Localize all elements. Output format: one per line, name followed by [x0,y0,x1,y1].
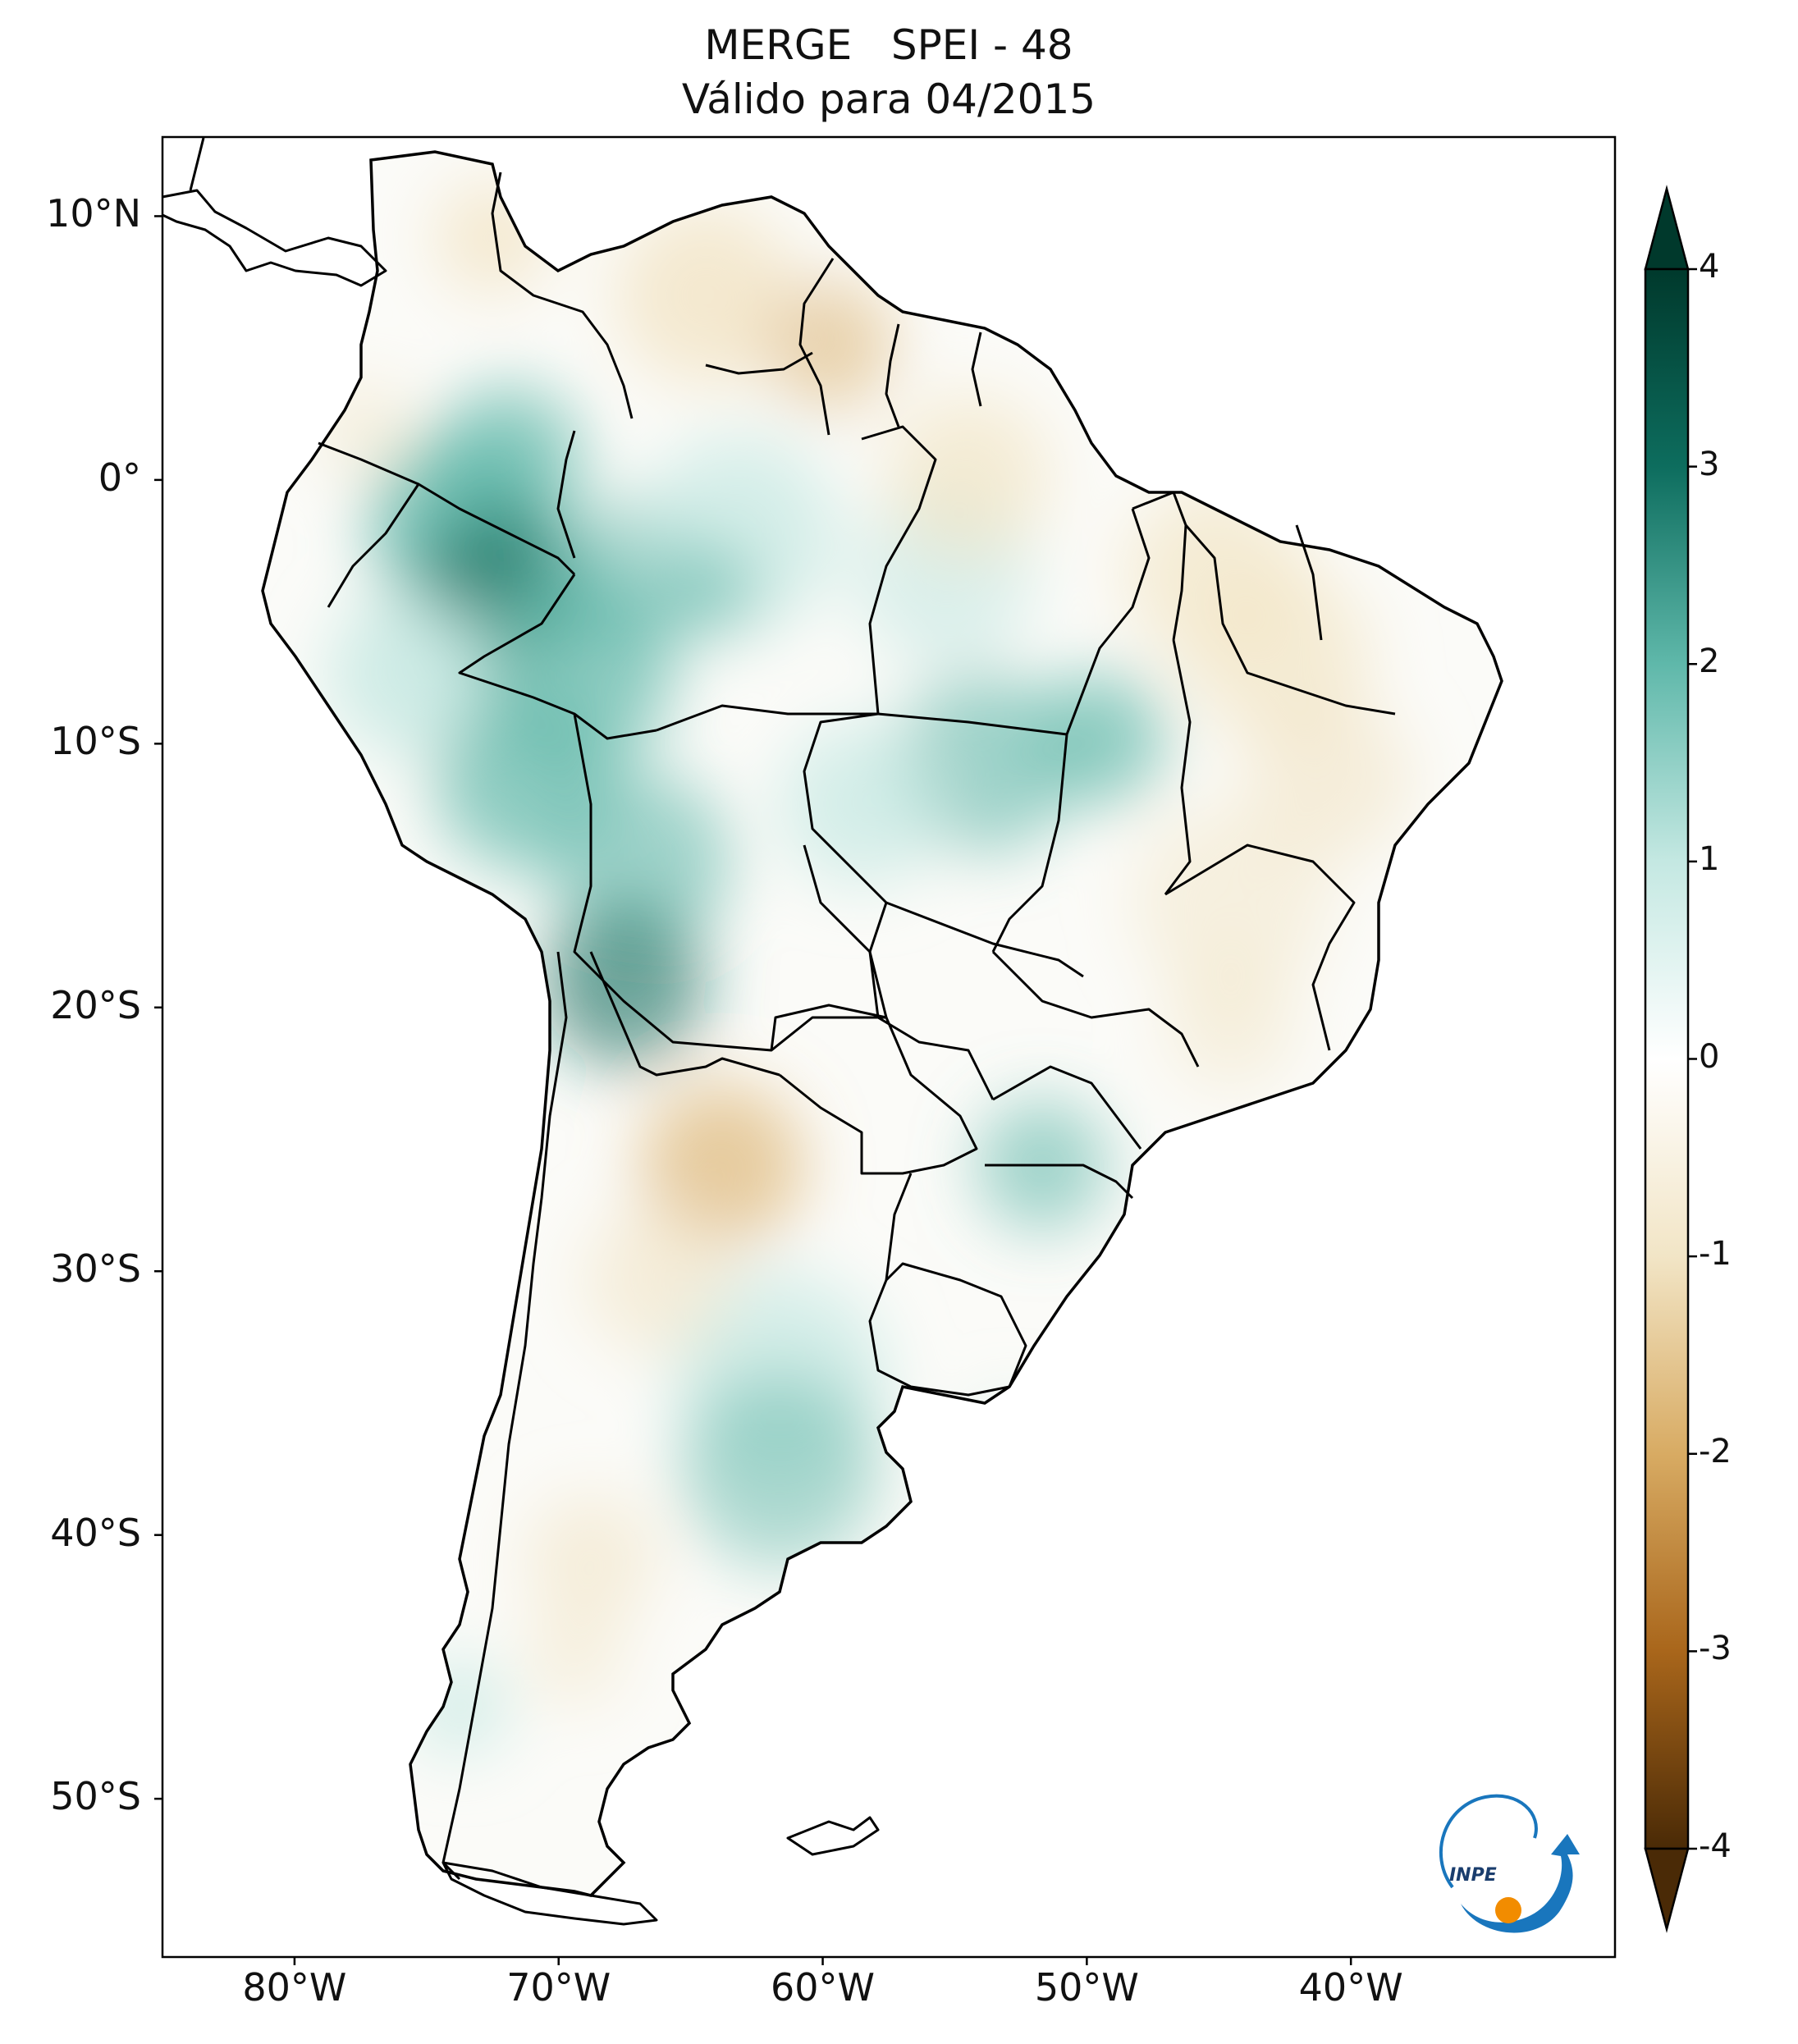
border-state-ne [1184,524,1396,716]
country-state-borders [162,137,1396,1926]
spei-anomaly-blob [763,279,894,410]
spei-anomaly-blob [657,542,755,640]
central-america-outline [162,189,387,287]
lat-tick-label: 10°S [50,719,141,764]
spei-anomaly-blob [583,1206,730,1354]
border-state-goias-west [991,734,1068,953]
spei-anomaly-blob [780,722,944,886]
inpe-logo: INPE [1439,1794,1580,1933]
border-per-bra [458,574,657,740]
continent-outline [261,150,1503,1897]
lon-tick-label: 80°W [242,1965,347,2010]
lon-tick-label: 70°W [506,1965,611,2010]
lat-tick-label: 40°S [50,1510,141,1555]
colorbar-max-arrow [1644,185,1690,271]
border-col-ven [491,171,634,419]
colorbar-gradient [1644,268,1690,1850]
spei-anomaly-blob [328,591,492,755]
border-state-central [656,704,1068,736]
border-state-sc [985,1164,1134,1200]
border-ven-bra [705,351,813,375]
lon-tick-label: 50°W [1034,1965,1139,2010]
border-state-sp [991,950,1200,1068]
lat-tick-label: 0° [98,455,141,500]
colorbar-tick-label: -2 [1699,1432,1732,1470]
colorbar-tick-label: 0 [1699,1037,1720,1076]
spei-anomaly-blob [525,1608,624,1707]
border-paraguay [770,1004,978,1175]
border-state-pr [992,1065,1142,1150]
colorbar [1644,185,1697,1933]
border-bolivia [573,713,888,1052]
border-sur-guf [971,332,982,407]
logo-sun-icon [1495,1897,1521,1923]
border-arg-bra-rs [885,1173,913,1281]
border-guy-sur [885,323,900,428]
map-subtitle: Válido para 04/2015 [681,75,1096,123]
logo-arrow-icon [1461,1834,1580,1933]
spei-anomaly-blob [640,1083,804,1247]
colorbar-tick-label: -1 [1699,1235,1732,1273]
spei-anomaly-blob [1034,673,1165,804]
logo-text: INPE [1449,1865,1497,1886]
falkland-islands [786,1816,880,1856]
spei-anomaly-blob [681,1370,878,1567]
lat-tick-label: 20°S [50,982,141,1027]
spei-anomaly-blob [615,205,796,386]
colorbar-min-arrow [1644,1847,1690,1933]
border-state-mt [803,712,1084,978]
lon-tick-label: 60°W [771,1965,876,2010]
border-col-bra [556,430,576,559]
colorbar-tick-label: 2 [1699,642,1720,681]
spei-anomaly-blob [542,903,706,1067]
border-col-ecu-per [318,441,576,576]
map-title: MERGE SPEI - 48 [704,21,1073,69]
colorbar-tick-label: 1 [1699,839,1720,878]
border-state-ms [868,902,995,1100]
lat-tick-label: 50°S [50,1774,141,1819]
border-state-mg [1164,844,1356,1051]
border-state-tocantins [1065,508,1151,735]
border-ecu-per [327,483,420,608]
border-state-para-west [861,425,937,715]
lon-tick-label: 40°W [1298,1965,1403,2010]
border-ven-guy [798,258,835,436]
border-chile-argentina [441,951,568,1881]
spei-anomaly-blob [886,394,1050,558]
border-state-piaui-ceara [1295,524,1323,641]
logo-orbit [1439,1794,1538,1889]
colorbar-tick-label: -4 [1699,1827,1732,1865]
spei-anomaly-blob [550,771,730,952]
border-uruguay [868,1262,1027,1397]
spei-anomaly-blob [1165,960,1297,1091]
spei-anomaly-blob [1247,697,1411,862]
colorbar-tick-label: 3 [1699,445,1720,483]
border-bol-arg [589,951,780,1077]
spei-anomaly-blob [525,1493,657,1625]
colorbar-tick-label: -3 [1699,1630,1732,1668]
tierra-del-fuego [441,1861,658,1926]
lat-tick-label: 10°N [46,191,141,236]
colorbar-tick-label: 4 [1699,248,1720,286]
central-america-north [189,137,205,191]
border-state-bahia-west [1164,639,1192,895]
lat-tick-label: 30°S [50,1246,141,1292]
